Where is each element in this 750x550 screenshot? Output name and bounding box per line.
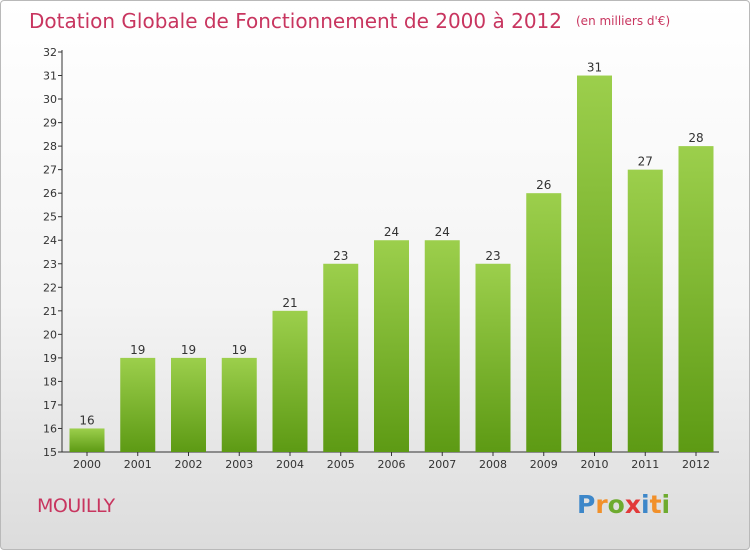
y-tick-label: 29 [43, 117, 57, 130]
axis-layer: 15 16 17 18 19 20 21 22 23 24 25 26 27 28 29 30 31 32 2000… [43, 46, 719, 471]
x-tick-label-2002: 2002 [175, 458, 203, 471]
x-tick-label-2000: 2000 [73, 458, 101, 471]
data-label-2009: 26 [536, 178, 551, 192]
y-tick-label: 22 [43, 281, 57, 294]
y-tick-label: 19 [43, 352, 57, 365]
chart-title-text: Dotation Globale de Fonctionnement de 20… [29, 9, 562, 33]
proxiti-logo: Proxiti [577, 490, 671, 519]
commune-name: MOUILLY [37, 495, 115, 517]
data-label-2001: 19 [130, 343, 145, 357]
x-tick-label-2007: 2007 [428, 458, 456, 471]
y-tick-label: 25 [43, 211, 57, 224]
data-label-2002: 19 [181, 343, 196, 357]
bar-2011 [627, 169, 663, 452]
bar-2004 [272, 310, 308, 452]
y-tick-label: 28 [43, 140, 57, 153]
bar-2008 [475, 263, 511, 452]
y-tick-label: 31 [43, 70, 57, 83]
data-label-2007: 24 [435, 225, 450, 239]
chart-unit-note: (en milliers d'€) [576, 14, 671, 28]
y-tick-label: 32 [43, 46, 57, 59]
y-tick-label: 20 [43, 328, 57, 341]
y-tick-label: 26 [43, 187, 57, 200]
data-label-2004: 21 [282, 296, 297, 310]
bar-2010 [577, 75, 612, 452]
bar-2000 [69, 428, 105, 452]
x-tick-label-2008: 2008 [479, 458, 507, 471]
data-label-2011: 27 [638, 155, 653, 169]
x-tick-label-2001: 2001 [124, 458, 152, 471]
y-tick-label: 21 [43, 305, 57, 318]
data-label-2003: 19 [232, 343, 247, 357]
bar-2012 [678, 146, 714, 452]
y-tick-label: 16 [43, 422, 57, 435]
data-label-2005: 23 [333, 249, 348, 263]
bars-layer: 16 19 19 19 21 23 24 24 23 26 31 27 28 [69, 61, 714, 453]
data-label-2006: 24 [384, 225, 399, 239]
x-tick-label-2011: 2011 [631, 458, 659, 471]
bar-2007 [424, 240, 460, 452]
y-tick-label: 23 [43, 258, 57, 271]
y-tick-label: 18 [43, 375, 57, 388]
data-label-2010: 31 [587, 61, 602, 75]
bar-2009 [526, 193, 562, 453]
x-tick-label-2006: 2006 [378, 458, 406, 471]
y-tick-label: 17 [43, 399, 57, 412]
data-label-2008: 23 [485, 249, 500, 263]
chart-title: Dotation Globale de Fonctionnement de 20… [29, 9, 670, 33]
x-tick-label-2003: 2003 [225, 458, 253, 471]
bar-2005 [323, 263, 359, 452]
y-tick-label: 15 [43, 446, 57, 459]
x-tick-label-2010: 2010 [581, 458, 609, 471]
data-label-2012: 28 [688, 131, 703, 145]
bar-2002 [171, 357, 206, 452]
y-tick-label: 27 [43, 164, 57, 177]
data-label-2000: 16 [79, 413, 94, 427]
x-tick-label-2004: 2004 [276, 458, 304, 471]
x-tick-label-2005: 2005 [327, 458, 355, 471]
x-tick-label-2012: 2012 [682, 458, 710, 471]
bar-2006 [374, 240, 409, 452]
y-tick-label: 30 [43, 93, 57, 106]
bar-2003 [221, 357, 257, 452]
x-tick-label-2009: 2009 [530, 458, 558, 471]
y-tick-label: 24 [43, 234, 57, 247]
bar-2001 [120, 357, 156, 452]
